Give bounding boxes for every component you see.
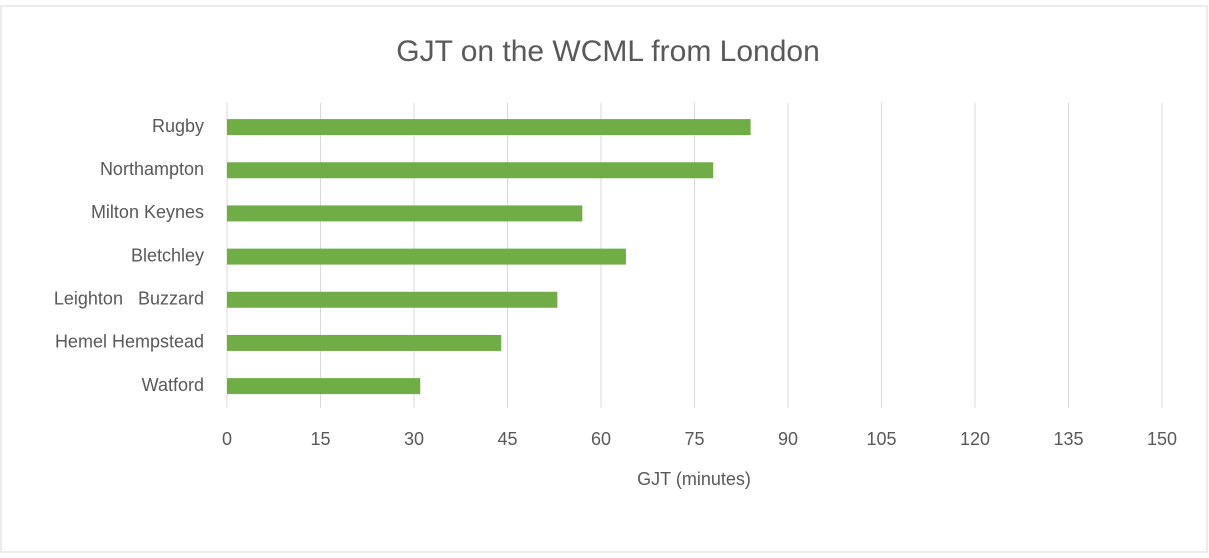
y-tick-label: Milton Keynes bbox=[91, 202, 204, 222]
y-tick-label: Leighton Buzzard bbox=[54, 289, 204, 309]
bar bbox=[227, 334, 502, 351]
y-tick-label: Northampton bbox=[100, 159, 204, 179]
x-tick-label: 30 bbox=[404, 429, 424, 449]
y-tick-label: Bletchley bbox=[131, 245, 204, 265]
x-tick-label: 135 bbox=[1053, 429, 1083, 449]
x-tick-label: 60 bbox=[591, 429, 611, 449]
x-tick-label: 75 bbox=[684, 429, 704, 449]
x-tick-label: 120 bbox=[960, 429, 990, 449]
bar bbox=[227, 162, 714, 179]
bar bbox=[227, 248, 626, 265]
chart-border bbox=[0, 5, 1208, 553]
bar bbox=[227, 119, 751, 136]
x-tick-label: 15 bbox=[310, 429, 330, 449]
y-tick-label: Watford bbox=[142, 375, 204, 395]
x-tick-label: 0 bbox=[222, 429, 232, 449]
y-tick-label: Hemel Hempstead bbox=[55, 332, 204, 352]
bar bbox=[227, 205, 583, 222]
x-tick-label: 105 bbox=[866, 429, 896, 449]
bar bbox=[227, 378, 421, 395]
bar bbox=[227, 291, 558, 308]
x-tick-label: 45 bbox=[497, 429, 517, 449]
x-axis-label: GJT (minutes) bbox=[637, 469, 751, 489]
chart-title: GJT on the WCML from London bbox=[396, 35, 820, 68]
y-tick-label: Rugby bbox=[152, 116, 204, 136]
x-tick-label: 150 bbox=[1147, 429, 1177, 449]
x-tick-label: 90 bbox=[778, 429, 798, 449]
